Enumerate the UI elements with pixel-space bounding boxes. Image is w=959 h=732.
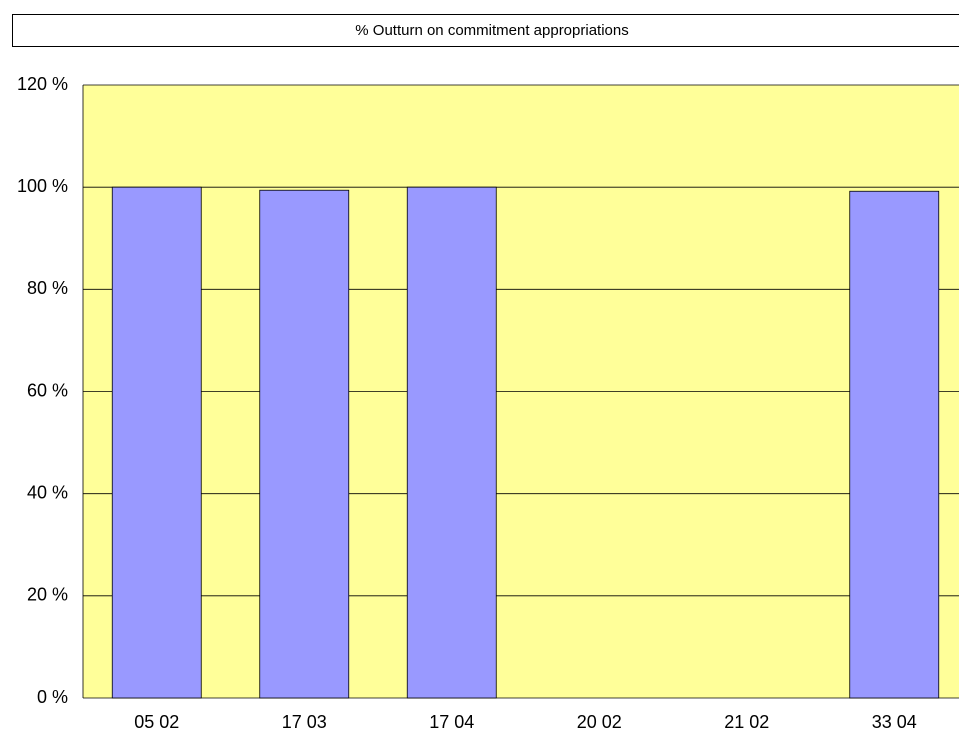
title-box (12, 14, 959, 47)
x-tick-label: 20 02 (577, 712, 622, 732)
y-tick-label: 60 % (27, 380, 68, 400)
y-tick-label: 0 % (37, 687, 68, 707)
chart-title: % Outturn on commitment appropriations (355, 22, 628, 39)
x-tick-label: 05 02 (134, 712, 179, 732)
y-tick-label: 120 % (17, 74, 68, 94)
y-tick-label: 80 % (27, 278, 68, 298)
x-tick-label: 17 04 (429, 712, 474, 732)
bar (849, 190, 940, 699)
x-tick-label: 33 04 (872, 712, 917, 732)
x-tick-label: 17 03 (282, 712, 327, 732)
y-tick-label: 40 % (27, 482, 68, 502)
bar (259, 189, 350, 699)
y-tick-label: 100 % (17, 176, 68, 196)
bar (406, 186, 497, 699)
x-tick-label: 21 02 (724, 712, 769, 732)
y-tick-label: 20 % (27, 585, 68, 605)
bar (111, 186, 202, 699)
